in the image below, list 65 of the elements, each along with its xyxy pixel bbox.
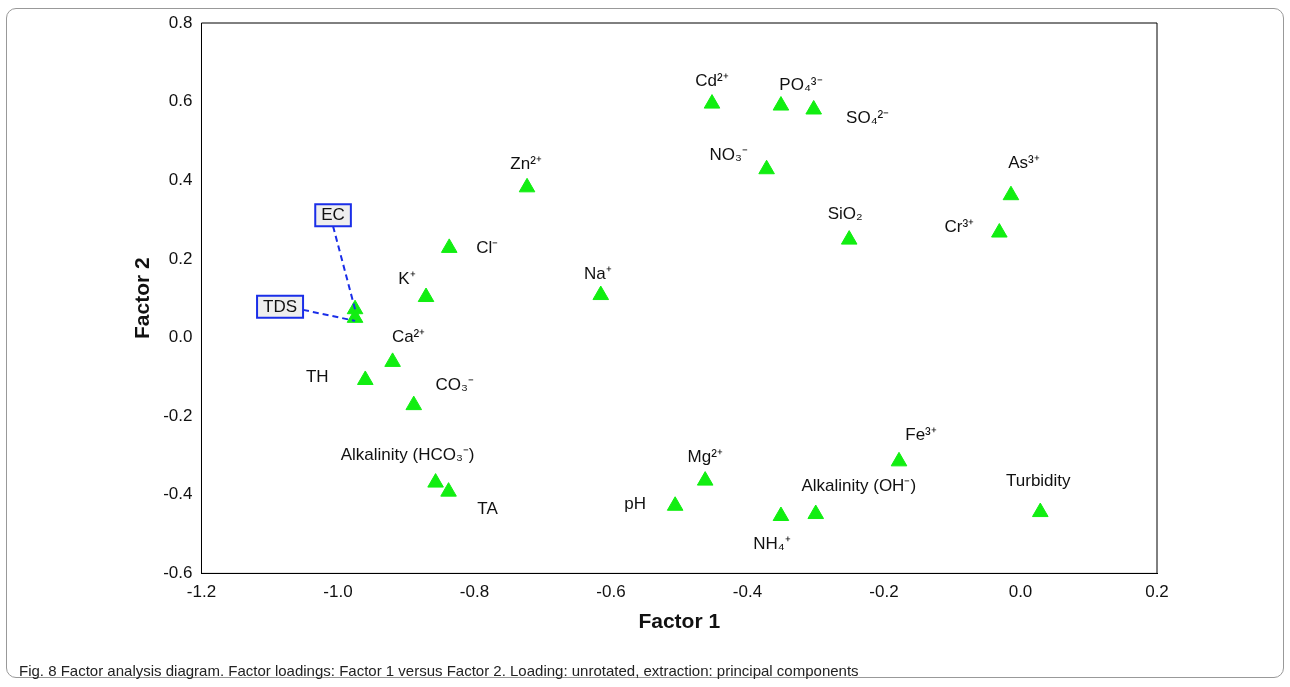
point [592,285,610,301]
annotation: TDS [263,296,298,316]
point [666,496,684,511]
point [440,238,458,253]
point [890,451,908,467]
point [758,159,775,175]
point [1032,502,1049,518]
annotation: PO₄³⁻ [779,75,823,95]
annotation: Na⁺ [583,263,612,283]
y-tick-label: 0.2 [168,248,193,268]
point [991,223,1008,238]
x-tick-label: -0.4 [732,582,763,602]
x-axis-title: Factor 1 [638,609,721,633]
annotation: SO₄²⁻ [846,108,890,128]
annotation: CO₃⁻ [435,374,474,394]
caption: Fig. 8 Factor analysis diagram. Factor loadings: Factor 1 versus Factor 2. Loading: unrotated, extraction: principal components [19,662,859,679]
annotation: Mg²⁺ [687,447,723,467]
y-tick-label: 0.8 [168,12,193,32]
annotation: Ca²⁺ [391,326,426,346]
x-tick-label: -0.2 [869,582,899,602]
point [703,94,721,109]
point [440,482,457,497]
y-tick-label: 0.0 [168,327,193,347]
annotation: Alkalinity (OH⁻) [801,475,917,495]
x-tick-label: -0.8 [459,582,490,602]
point [518,177,536,193]
annotation: EC [321,204,345,224]
y-axis-title: Factor 2 [130,257,154,340]
x-tick-label: 0.0 [1008,582,1033,602]
point [427,473,444,488]
point [840,230,858,245]
point [1002,185,1020,201]
point [772,506,790,521]
annotation: Cr³⁺ [944,217,975,237]
y-tick-label: -0.6 [163,563,193,583]
y-tick-label: -0.2 [163,405,193,425]
y-tick-label: 0.4 [168,169,193,189]
y-tick-label: 0.6 [168,91,193,111]
annotation: Zn²⁺ [510,154,542,174]
point [384,352,401,367]
annotation: pH [624,494,647,514]
x-tick-label: -1.2 [186,582,217,602]
point [357,370,374,385]
annotation: TA [477,499,499,519]
x-tick-label: -1.0 [323,582,353,602]
point [807,504,825,520]
annotation: Alkalinity (HCO₃⁻) [340,445,475,465]
point [417,287,435,303]
annotation: Turbidity [1006,470,1072,490]
annotation: Fe³⁺ [905,425,937,445]
annotation: SiO₂ [827,204,863,224]
point [772,96,790,111]
annotation: Cl⁻ [476,237,499,257]
annotation: NO₃⁻ [709,144,748,164]
x-tick-label: 0.2 [1145,582,1169,602]
annotation: Cd²⁺ [695,71,729,91]
annotation: As³⁺ [1008,152,1040,172]
annotation: NH₄⁺ [753,533,791,553]
annotation: TH [305,366,329,386]
annotation: K⁺ [398,268,416,288]
y-tick-label: -0.4 [163,484,193,504]
point [696,471,714,486]
point [405,395,423,411]
point [805,99,822,115]
x-tick-label: -0.6 [596,582,626,602]
